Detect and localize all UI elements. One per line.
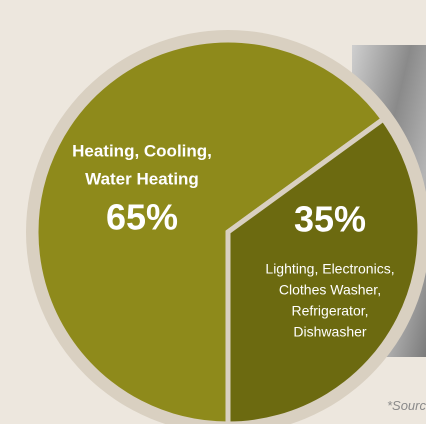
source-note: *Sourc (387, 398, 426, 413)
value-label: 35% (294, 199, 366, 240)
category-label: Clothes Washer, (279, 282, 381, 298)
category-label: Lighting, Electronics, (265, 261, 394, 277)
category-label: Refrigerator, (291, 303, 368, 319)
value-label: 65% (106, 197, 178, 238)
category-label: Water Heating (85, 169, 199, 188)
category-label: Heating, Cooling, (72, 141, 212, 160)
pie-slice (33, 37, 387, 424)
category-label: Dishwasher (293, 324, 366, 340)
pie-slice (225, 115, 423, 424)
